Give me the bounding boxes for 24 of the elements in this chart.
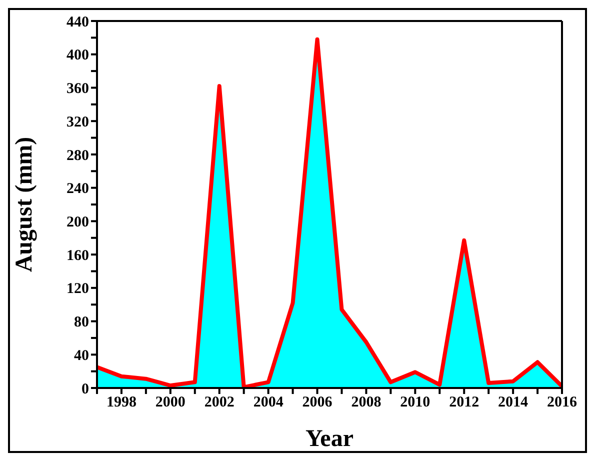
y-tick-label: 440 <box>66 14 89 30</box>
y-tick-label: 360 <box>66 81 89 98</box>
x-tick-label: 2012 <box>449 394 480 411</box>
y-tick-label: 240 <box>66 181 89 198</box>
y-tick-label: 120 <box>66 281 89 298</box>
x-tick-label: 2016 <box>547 394 578 411</box>
x-tick-label: 2002 <box>204 394 234 411</box>
y-tick-label: 320 <box>66 114 89 130</box>
y-tick-label: 280 <box>66 148 89 164</box>
y-tick-label: 40 <box>74 348 89 364</box>
x-tick-label: 2000 <box>155 394 186 411</box>
y-tick-label: 200 <box>66 214 89 231</box>
x-tick-label: 2010 <box>400 394 430 411</box>
x-axis-title: Year <box>306 426 354 452</box>
x-tick-label: 2006 <box>302 394 333 411</box>
x-tick-label: 2004 <box>253 394 284 411</box>
y-tick-label: 80 <box>74 314 89 331</box>
x-tick-label: 1998 <box>106 394 136 411</box>
x-tick-label: 2014 <box>498 394 529 411</box>
y-axis-title: August (mm) <box>12 136 38 272</box>
y-tick-label: 0 <box>82 381 89 398</box>
y-tick-label: 160 <box>66 248 89 264</box>
y-tick-label: 400 <box>66 48 89 64</box>
x-tick-label: 2008 <box>351 394 382 411</box>
